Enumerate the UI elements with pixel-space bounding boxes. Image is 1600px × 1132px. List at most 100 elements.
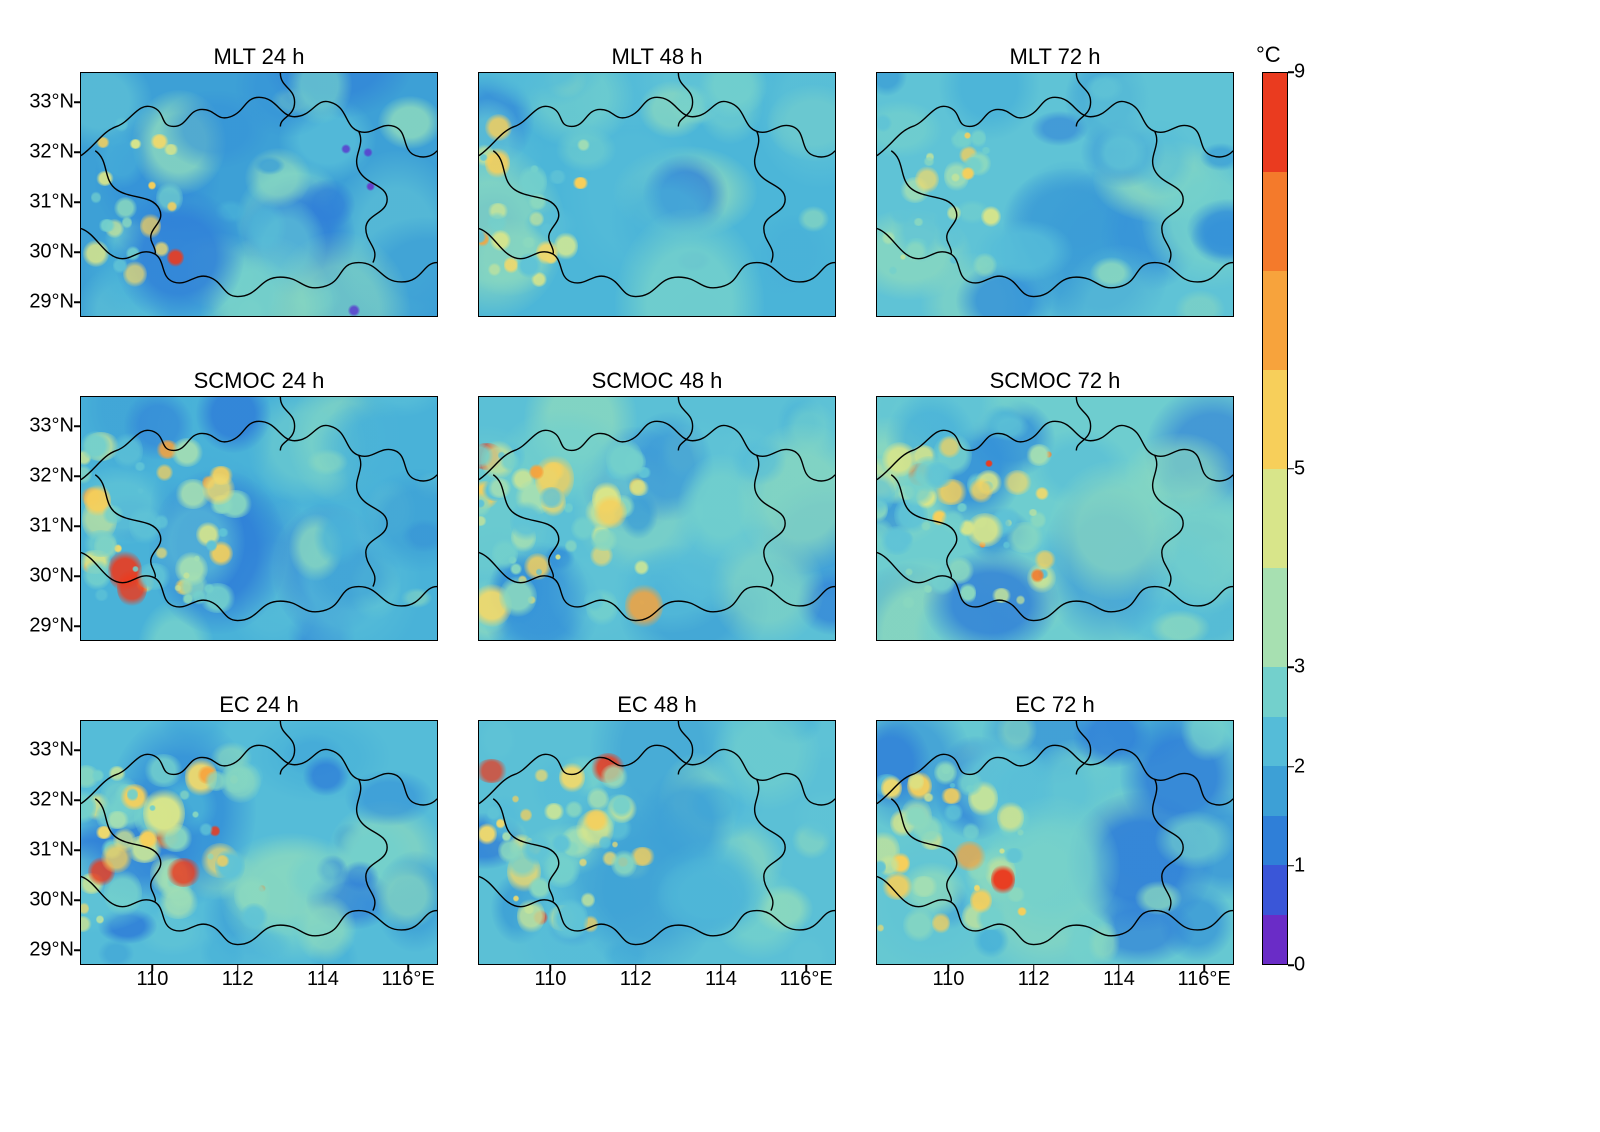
colorbar-tick-label: 0: [1294, 954, 1305, 977]
y-tick-mark: [74, 849, 80, 851]
y-tick-mark: [74, 251, 80, 253]
x-tick-mark: [635, 965, 637, 971]
panel-title: SCMOC 72 h: [876, 368, 1234, 394]
colorbar-tick-mark: [1288, 71, 1294, 73]
colorbar-segment: [1263, 816, 1287, 866]
x-tick-label: 116°E: [1178, 968, 1231, 991]
y-tick-label: 31°N: [24, 515, 74, 538]
panel-title: MLT 72 h: [876, 44, 1234, 70]
panel-title: MLT 48 h: [478, 44, 836, 70]
x-tick-label: 110: [534, 968, 566, 991]
colorbar-tick-mark: [1288, 766, 1294, 768]
heatmap: [80, 720, 438, 965]
colorbar-tick-label: 1: [1294, 854, 1305, 877]
y-tick-label: 30°N: [24, 889, 74, 912]
x-tick-label: 110: [932, 968, 964, 991]
figure: MLT 24 h29°N30°N31°N32°N33°NMLT 48 hMLT …: [0, 0, 1600, 1132]
y-tick-mark: [74, 101, 80, 103]
x-tick-label: 114: [705, 968, 737, 991]
y-tick-label: 33°N: [24, 415, 74, 438]
x-tick-mark: [1203, 965, 1205, 971]
heatmap: [876, 72, 1234, 317]
heatmap: [478, 396, 836, 641]
y-tick-label: 29°N: [24, 291, 74, 314]
map-panel: MLT 24 h29°N30°N31°N32°N33°N: [80, 72, 438, 317]
heatmap: [876, 396, 1234, 641]
heatmap: [478, 72, 836, 317]
colorbar-tick-label: 3: [1294, 656, 1305, 679]
x-tick-mark: [720, 965, 722, 971]
x-tick-mark: [237, 965, 239, 971]
panel-title: EC 24 h: [80, 692, 438, 718]
panel-title: SCMOC 48 h: [478, 368, 836, 394]
colorbar-tick-mark: [1288, 468, 1294, 470]
y-tick-mark: [74, 749, 80, 751]
x-tick-mark: [322, 965, 324, 971]
colorbar-segment: [1263, 370, 1287, 469]
y-tick-label: 33°N: [24, 739, 74, 762]
y-tick-label: 29°N: [24, 615, 74, 638]
y-tick-label: 32°N: [24, 465, 74, 488]
y-tick-mark: [74, 151, 80, 153]
y-tick-label: 30°N: [24, 241, 74, 264]
colorbar-title: °C: [1256, 42, 1281, 68]
colorbar-segment: [1263, 766, 1287, 816]
x-tick-label: 116°E: [780, 968, 833, 991]
colorbar-tick-mark: [1288, 964, 1294, 966]
x-tick-label: 114: [307, 968, 339, 991]
y-tick-mark: [74, 949, 80, 951]
y-tick-mark: [74, 301, 80, 303]
x-tick-mark: [805, 965, 807, 971]
colorbar-tick-label: 2: [1294, 755, 1305, 778]
colorbar-segment: [1263, 915, 1287, 965]
heatmap: [80, 72, 438, 317]
colorbar-segment: [1263, 667, 1287, 717]
colorbar-segment: [1263, 568, 1287, 667]
x-tick-mark: [550, 965, 552, 971]
x-tick-label: 110: [136, 968, 168, 991]
heatmap: [478, 720, 836, 965]
colorbar-segment: [1263, 271, 1287, 370]
colorbar-segment: [1263, 717, 1287, 767]
colorbar-tick-label: 9: [1294, 61, 1305, 84]
y-tick-label: 32°N: [24, 141, 74, 164]
map-panel: EC 72 h110112114116°E: [876, 720, 1234, 965]
x-tick-mark: [152, 965, 154, 971]
x-tick-mark: [948, 965, 950, 971]
y-tick-mark: [74, 575, 80, 577]
panel-title: MLT 24 h: [80, 44, 438, 70]
colorbar-segment: [1263, 73, 1287, 172]
y-tick-label: 31°N: [24, 839, 74, 862]
colorbar-tick-mark: [1288, 667, 1294, 669]
x-tick-mark: [407, 965, 409, 971]
y-tick-mark: [74, 899, 80, 901]
y-tick-mark: [74, 799, 80, 801]
y-tick-mark: [74, 425, 80, 427]
map-panel: MLT 72 h: [876, 72, 1234, 317]
colorbar-segment: [1263, 469, 1287, 568]
x-tick-label: 116°E: [382, 968, 435, 991]
map-panel: EC 48 h110112114116°E: [478, 720, 836, 965]
heatmap: [80, 396, 438, 641]
y-tick-label: 33°N: [24, 91, 74, 114]
x-tick-label: 112: [222, 968, 254, 991]
colorbar: °C 012359: [1262, 72, 1288, 965]
map-panel: SCMOC 72 h: [876, 396, 1234, 641]
y-tick-mark: [74, 475, 80, 477]
colorbar-bar: [1262, 72, 1288, 965]
y-tick-label: 31°N: [24, 191, 74, 214]
map-panel: MLT 48 h: [478, 72, 836, 317]
x-tick-label: 112: [1018, 968, 1050, 991]
colorbar-tick-mark: [1288, 865, 1294, 867]
y-tick-mark: [74, 525, 80, 527]
x-tick-mark: [1033, 965, 1035, 971]
y-tick-mark: [74, 201, 80, 203]
panel-title: SCMOC 24 h: [80, 368, 438, 394]
heatmap: [876, 720, 1234, 965]
y-tick-mark: [74, 625, 80, 627]
y-tick-label: 29°N: [24, 939, 74, 962]
panel-title: EC 72 h: [876, 692, 1234, 718]
map-panel: EC 24 h29°N30°N31°N32°N33°N110112114116°…: [80, 720, 438, 965]
y-tick-label: 30°N: [24, 565, 74, 588]
x-tick-label: 114: [1103, 968, 1135, 991]
